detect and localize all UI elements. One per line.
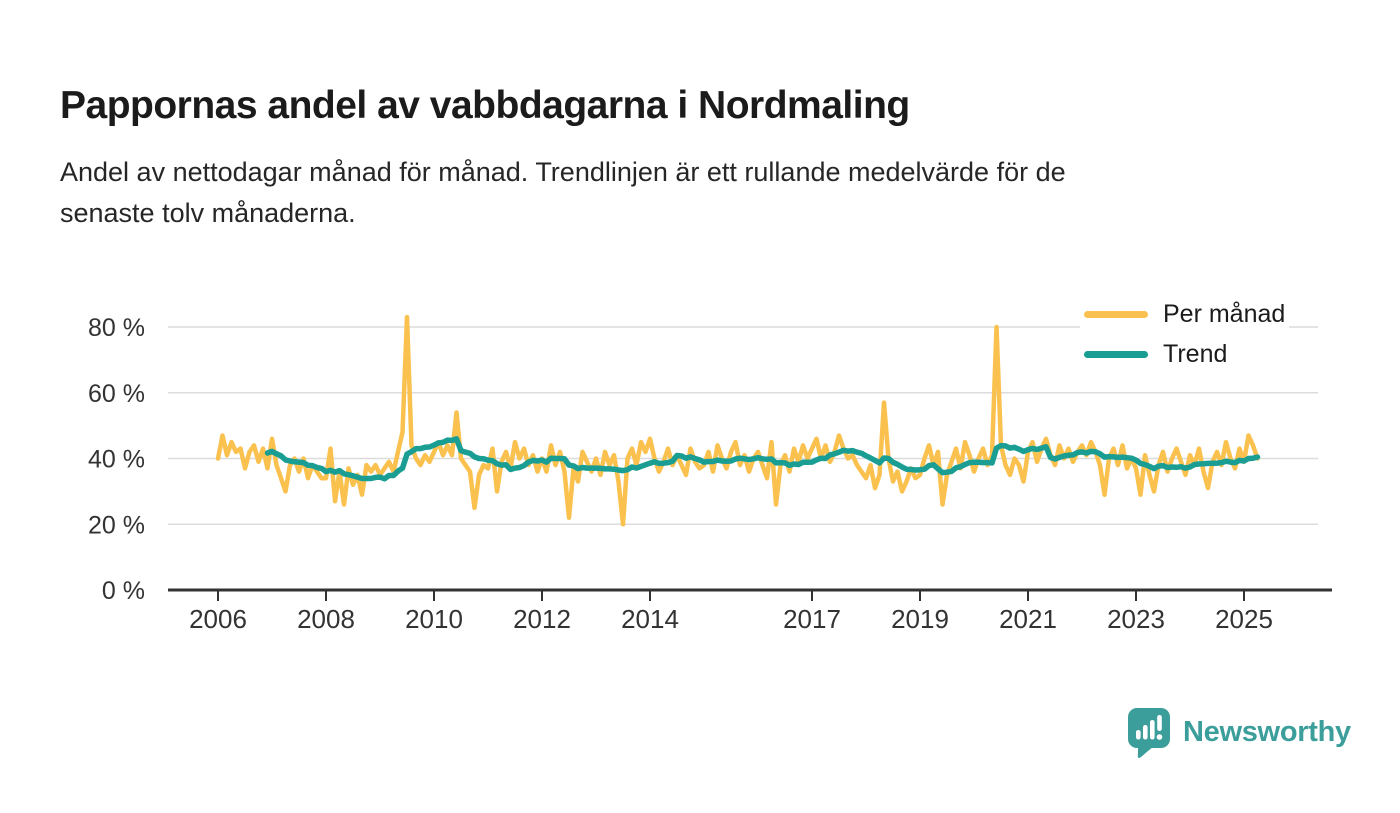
x-tick-label: 2008 bbox=[297, 604, 355, 634]
chart-subtitle-line1: Andel av nettodagar månad för månad. Tre… bbox=[60, 157, 1066, 187]
x-tick-label: 2006 bbox=[189, 604, 247, 634]
newsworthy-logo-icon bbox=[1128, 708, 1170, 758]
x-tick-label: 2017 bbox=[783, 604, 841, 634]
y-tick-label: 60 % bbox=[88, 380, 145, 408]
x-tick-label: 2025 bbox=[1215, 604, 1273, 634]
newsworthy-logo: Newsworthy bbox=[1126, 706, 1351, 759]
x-tick-label: 2021 bbox=[999, 604, 1057, 634]
y-tick-label: 80 % bbox=[88, 314, 145, 342]
series-line-trend bbox=[264, 436, 1261, 482]
y-tick-label: 20 % bbox=[88, 511, 145, 539]
legend-label-trend: Trend bbox=[1163, 339, 1228, 368]
chart-legend: Per månad Trend bbox=[1080, 295, 1290, 373]
legend-item-trend: Trend bbox=[1080, 335, 1290, 373]
legend-swatch-trend-icon bbox=[1084, 350, 1148, 358]
x-tick-label: 2023 bbox=[1107, 604, 1165, 634]
legend-swatch-per-manad-icon bbox=[1084, 310, 1148, 318]
x-tick-label: 2014 bbox=[621, 604, 679, 634]
brand-name: Newsworthy bbox=[1183, 716, 1351, 748]
y-tick-label: 0 % bbox=[102, 577, 145, 605]
x-tick-label: 2019 bbox=[891, 604, 949, 634]
chart-subtitle-line2: senaste tolv månaderna. bbox=[60, 198, 356, 228]
legend-item-per-manad: Per månad bbox=[1080, 295, 1290, 333]
legend-label-per-manad: Per månad bbox=[1163, 299, 1286, 328]
x-tick-label: 2012 bbox=[513, 604, 571, 634]
chart-subtitle: Andel av nettodagar månad för månad. Tre… bbox=[60, 152, 1066, 234]
x-tick-label: 2010 bbox=[405, 604, 463, 634]
y-tick-label: 40 % bbox=[88, 446, 145, 474]
chart-title: Pappornas andel av vabbdagarna i Nordmal… bbox=[60, 84, 910, 128]
